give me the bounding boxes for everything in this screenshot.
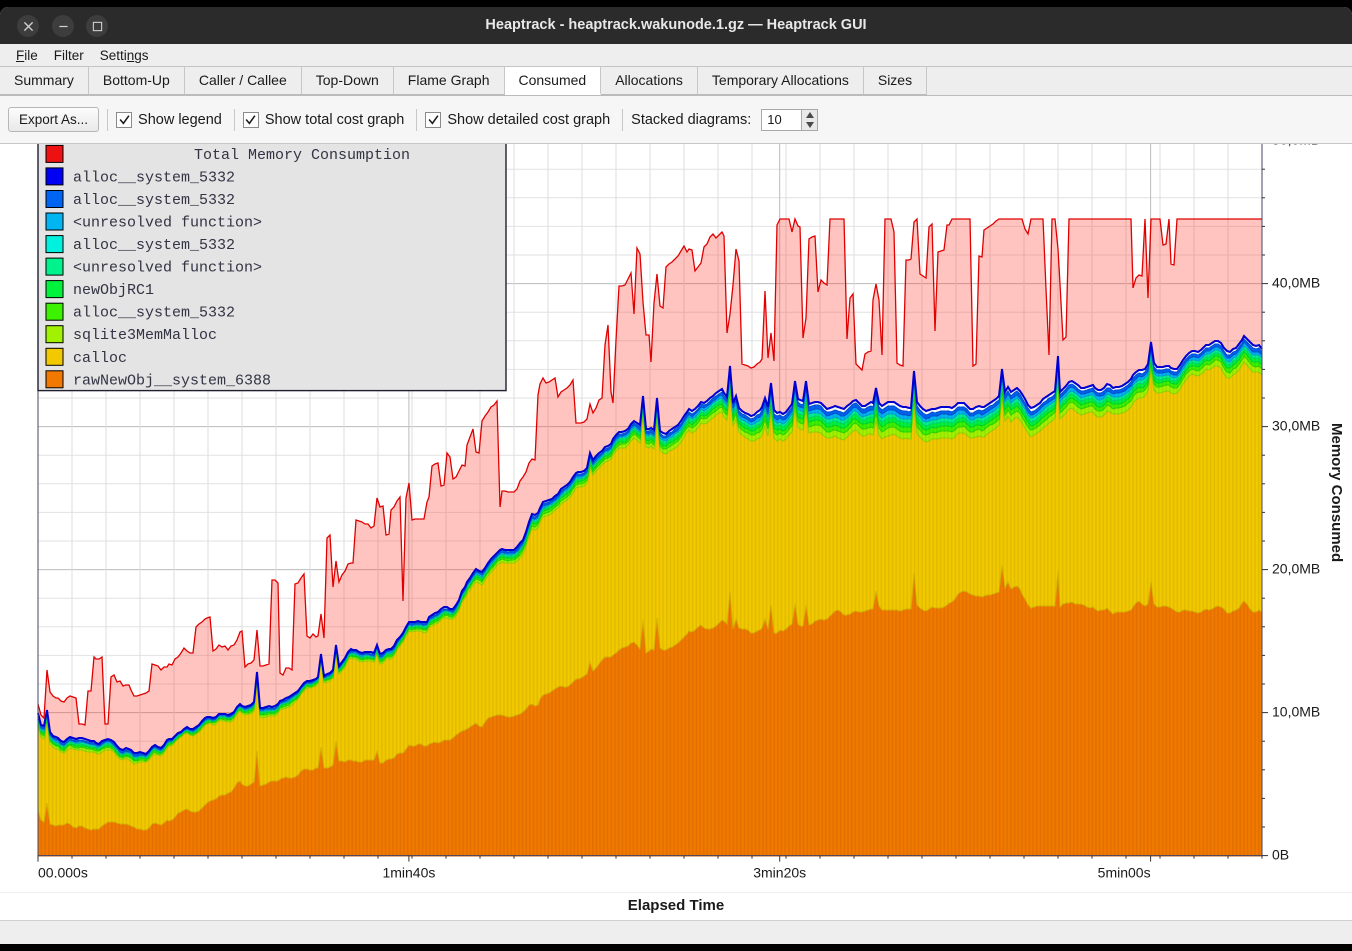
svg-text:1min40s: 1min40s	[382, 865, 435, 881]
svg-text:alloc__system_5332: alloc__system_5332	[73, 192, 235, 209]
svg-text:alloc__system_5332: alloc__system_5332	[73, 170, 235, 187]
svg-text:50,0MB: 50,0MB	[1272, 144, 1320, 148]
svg-text:sqlite3MemMalloc: sqlite3MemMalloc	[73, 328, 217, 345]
svg-text:rawNewObj__system_6388: rawNewObj__system_6388	[73, 373, 271, 390]
svg-text:Memory Consumed: Memory Consumed	[1328, 423, 1345, 562]
svg-text:<unresolved function>: <unresolved function>	[73, 215, 262, 232]
svg-text:10,0MB: 10,0MB	[1272, 704, 1320, 720]
svg-text:<unresolved function>: <unresolved function>	[73, 260, 262, 277]
svg-text:calloc: calloc	[73, 350, 127, 367]
svg-text:newObjRC1: newObjRC1	[73, 282, 154, 299]
svg-text:30,0MB: 30,0MB	[1272, 418, 1320, 434]
svg-text:alloc__system_5332: alloc__system_5332	[73, 305, 235, 322]
svg-text:00.000s: 00.000s	[38, 865, 88, 881]
svg-text:5min00s: 5min00s	[1098, 865, 1151, 881]
svg-text:3min20s: 3min20s	[753, 865, 806, 881]
svg-text:20,0MB: 20,0MB	[1272, 561, 1320, 577]
svg-text:Total Memory Consumption: Total Memory Consumption	[194, 147, 410, 164]
svg-text:40,0MB: 40,0MB	[1272, 275, 1320, 291]
svg-text:alloc__system_5332: alloc__system_5332	[73, 237, 235, 254]
svg-text:0B: 0B	[1272, 847, 1289, 863]
